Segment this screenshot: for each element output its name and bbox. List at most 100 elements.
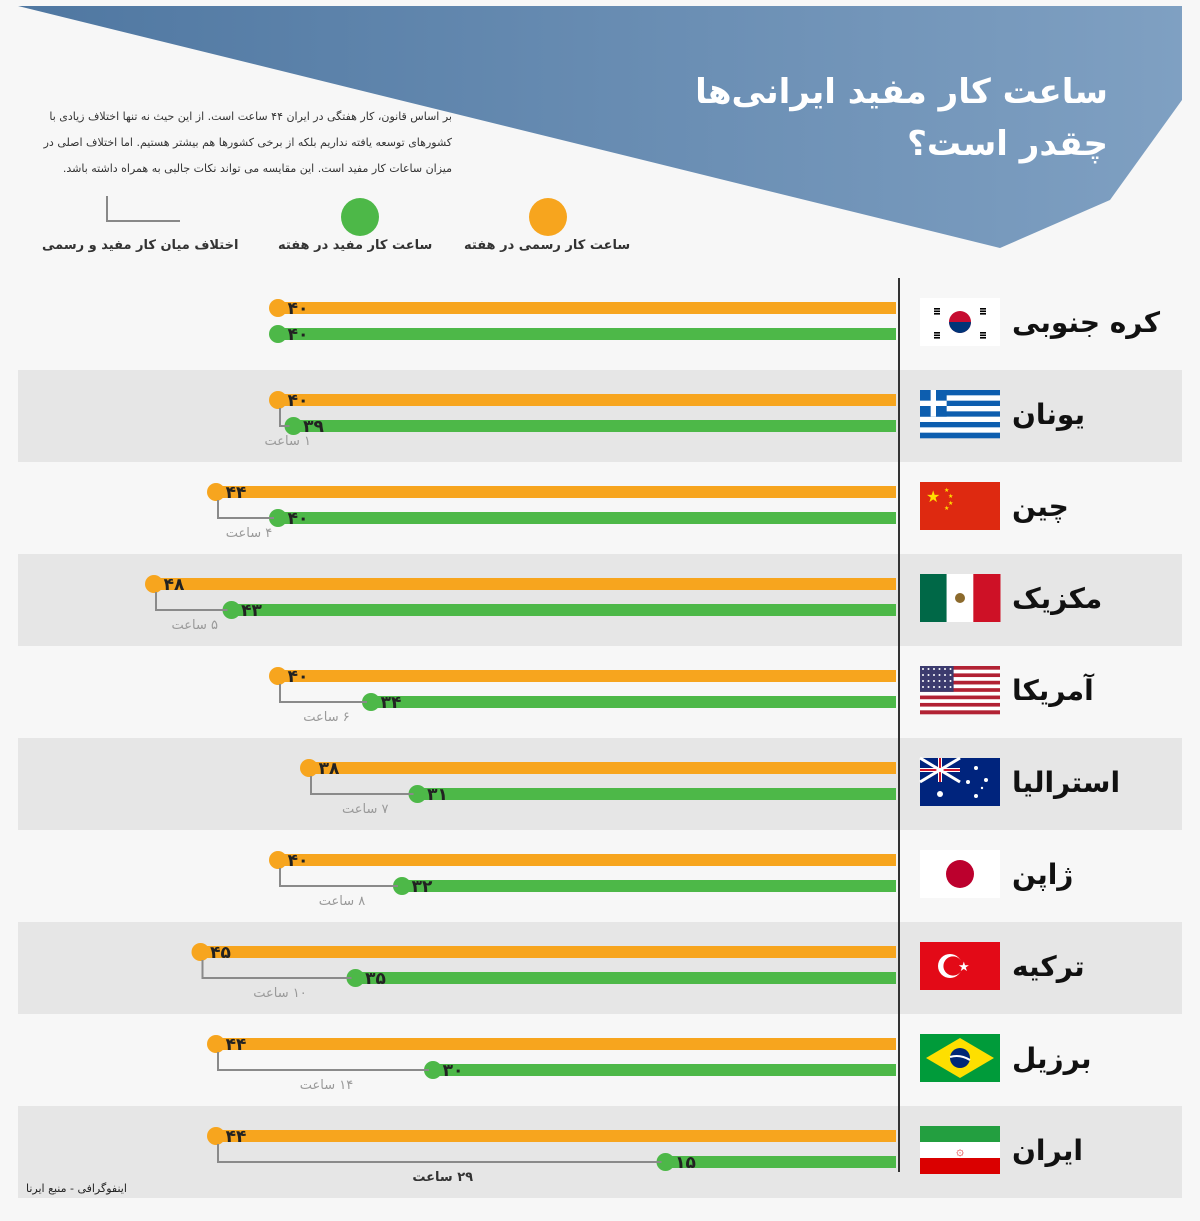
chart-row: ۴۰ ۳۴ ۶ ساعت آمریکا (269, 666, 1095, 725)
chart-row: ۴۸ ۴۳ ۵ ساعت مکزیک (18, 554, 1182, 646)
usa-flag-part (922, 680, 924, 682)
south-korea-flag-part (980, 310, 986, 313)
usa-flag-part (920, 706, 1000, 711)
chart-row: ۳۸ ۳۱ ۷ ساعت استرالیا (18, 738, 1182, 830)
usa-flag-part (927, 680, 930, 682)
australia-flag-part (984, 778, 988, 782)
difference-label: ۵ ساعت (172, 618, 219, 633)
usa-flag-part (920, 688, 1000, 693)
useful-value-label: ۳۴ (381, 693, 402, 713)
useful-bar (663, 1156, 896, 1168)
south-korea-flag-part (980, 332, 986, 334)
usa-flag-part (949, 686, 952, 688)
usa-flag-part (920, 677, 1000, 682)
title-line-1: ساعت کار مفید ایرانی‌ها (695, 72, 1108, 112)
australia-flag-part (937, 791, 943, 797)
useful-value-label: ۴۰ (288, 509, 309, 529)
useful-value-label: ۳۹ (303, 417, 324, 437)
useful-bar (291, 420, 896, 432)
official-bar-cap (269, 391, 287, 409)
japan-flag-part (946, 860, 974, 888)
useful-bar (369, 696, 896, 708)
turkey-flag-part (943, 956, 963, 976)
useful-value-label: ۴۰ (288, 325, 309, 345)
south-korea-flag-part (934, 308, 940, 310)
usa-flag-part (944, 668, 946, 670)
official-bar-cap (207, 483, 225, 501)
australia-flag-part (974, 794, 978, 798)
chart-row: ۴۰ ۴۰ کره جنوبی (269, 298, 1161, 346)
country-name: ژاپن (1012, 858, 1073, 891)
useful-bar (400, 880, 896, 892)
mexico-flag (920, 574, 1001, 622)
useful-legend-dot (341, 198, 379, 236)
title-line-2: چقدر است؟ (907, 124, 1108, 164)
useful-bar-cap (269, 509, 287, 527)
official-bar-cap (300, 759, 318, 777)
south-korea-flag (920, 298, 1000, 346)
australia-flag-part (966, 780, 970, 784)
mexico-flag-part (973, 574, 1001, 622)
china-flag-part (920, 482, 1000, 530)
south-korea-flag-part (980, 308, 986, 310)
header-banner (18, 6, 1182, 248)
useful-bar-cap (424, 1061, 442, 1079)
official-value-label: ۴۰ (288, 391, 309, 411)
row-band (18, 738, 1182, 830)
official-bar-cap (207, 1127, 225, 1145)
australia-flag-part (919, 756, 961, 784)
difference-label: ۷ ساعت (342, 802, 389, 817)
useful-bar (276, 512, 896, 524)
official-bar-cap (269, 667, 287, 685)
usa-flag-part (933, 674, 935, 676)
usa-flag-part (949, 668, 952, 670)
south-korea-flag-part (934, 334, 940, 337)
mexico-flag-part (920, 574, 947, 622)
china-flag-part: ★ (926, 487, 940, 506)
turkey-flag-part: ★ (958, 960, 970, 975)
usa-flag-part (920, 699, 1000, 704)
usa-flag-part (933, 686, 935, 688)
official-bar (198, 946, 896, 958)
usa-flag-part (944, 686, 946, 688)
south-korea-flag-part (934, 332, 940, 334)
useful-value-label: ۴۳ (241, 601, 262, 621)
official-bar (276, 670, 896, 682)
south-korea-flag-part (934, 337, 940, 339)
useful-bar (415, 788, 896, 800)
brazil-flag-part (949, 1055, 971, 1061)
useful-bar-cap (346, 969, 365, 987)
usa-flag-part (927, 668, 930, 670)
useful-value-label: ۳۵ (365, 969, 386, 989)
usa-flag-part (927, 686, 930, 688)
usa-flag-part (922, 674, 924, 676)
useful-bar-cap (284, 417, 303, 435)
difference-bracket (279, 408, 290, 427)
difference-label: ۱۴ ساعت (300, 1078, 353, 1093)
official-bar (276, 394, 896, 406)
official-value-label: ۴۰ (288, 851, 309, 871)
greece-flag (920, 390, 1000, 439)
useful-value-label: ۳۲ (412, 877, 433, 897)
official-bar (214, 1130, 896, 1142)
australia-flag (919, 756, 1000, 806)
official-value-label: ۴۴ (226, 483, 247, 503)
difference-bracket (310, 776, 414, 795)
useful-bar-cap (393, 877, 411, 895)
usa-flag-part (938, 668, 941, 670)
usa-flag-part (920, 710, 1000, 715)
official-bar (276, 854, 896, 866)
iran-flag-part: ۞ (956, 1144, 964, 1159)
greece-flag-part (920, 432, 1000, 439)
brazil-flag-part (950, 1048, 970, 1068)
iran-flag-part (920, 1142, 1000, 1158)
difference-bracket (279, 868, 398, 887)
useful-bar (431, 1064, 896, 1076)
official-bar-cap (269, 299, 287, 317)
usa-flag-part (920, 680, 1000, 685)
mexico-flag-part (955, 593, 965, 603)
usa-flag-part (938, 686, 941, 688)
difference-label: ۴ ساعت (226, 526, 273, 541)
